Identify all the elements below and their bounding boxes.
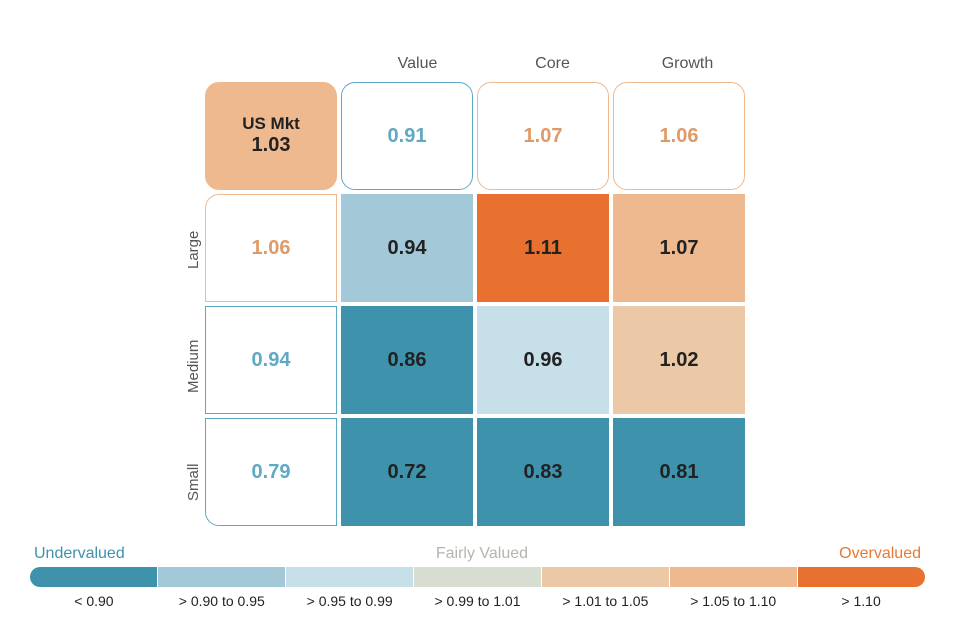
legend-label-4: > 0.99 to 1.01: [414, 593, 542, 609]
legend-seg-1: [30, 567, 158, 587]
cell-small-core: 0.83: [477, 418, 609, 526]
us-mkt-cell: US Mkt 1.03: [205, 82, 337, 190]
heatmap-grid: Value Core Growth US Mkt 1.03 0.91 1.07 …: [205, 50, 760, 530]
legend-label-1: < 0.90: [30, 593, 158, 609]
legend-labels: < 0.90 > 0.90 to 0.95 > 0.95 to 0.99 > 0…: [30, 593, 925, 609]
legend-title-undervalued: Undervalued: [34, 545, 125, 563]
row-label-small: Small: [185, 426, 202, 538]
legend-label-2: > 0.90 to 0.95: [158, 593, 286, 609]
header-cell-core: 1.07: [477, 82, 609, 190]
cell-small-value: 0.72: [341, 418, 473, 526]
col-header-growth: Growth: [620, 55, 755, 73]
us-mkt-value: 1.03: [252, 134, 291, 157]
cell-large-core: 1.11: [477, 194, 609, 302]
column-headers: Value Core Growth: [205, 50, 760, 78]
legend-title-overvalued: Overvalued: [839, 545, 921, 563]
legend-bar: [30, 567, 925, 587]
legend-seg-5: [542, 567, 670, 587]
stylebox-heatmap: Large Medium Small Value Core Growth US …: [0, 0, 955, 628]
matrix-row-small: 0.79 0.72 0.83 0.81: [205, 418, 760, 526]
lead-cell-medium: 0.94: [205, 306, 337, 414]
legend-label-3: > 0.95 to 0.99: [286, 593, 414, 609]
cell-medium-growth: 1.02: [613, 306, 745, 414]
header-cell-growth: 1.06: [613, 82, 745, 190]
legend: Undervalued Fairly Valued Overvalued < 0…: [30, 545, 925, 609]
legend-seg-3: [286, 567, 414, 587]
legend-seg-7: [798, 567, 925, 587]
matrix: US Mkt 1.03 0.91 1.07 1.06 1.06 0.94 1.1…: [205, 82, 760, 526]
legend-seg-2: [158, 567, 286, 587]
legend-label-7: > 1.10: [797, 593, 925, 609]
cell-medium-core: 0.96: [477, 306, 609, 414]
legend-seg-4: [414, 567, 542, 587]
legend-label-6: > 1.05 to 1.10: [669, 593, 797, 609]
matrix-row-large: 1.06 0.94 1.11 1.07: [205, 194, 760, 302]
col-header-value: Value: [350, 55, 485, 73]
col-header-core: Core: [485, 55, 620, 73]
row-label-large: Large: [185, 194, 202, 306]
legend-label-5: > 1.01 to 1.05: [541, 593, 669, 609]
legend-seg-6: [670, 567, 798, 587]
legend-title-fairly-valued: Fairly Valued: [436, 545, 528, 563]
matrix-row-medium: 0.94 0.86 0.96 1.02: [205, 306, 760, 414]
cell-large-value: 0.94: [341, 194, 473, 302]
row-label-medium: Medium: [185, 310, 202, 422]
us-mkt-label: US Mkt: [242, 115, 300, 134]
lead-cell-small: 0.79: [205, 418, 337, 526]
cell-medium-value: 0.86: [341, 306, 473, 414]
legend-titles: Undervalued Fairly Valued Overvalued: [30, 545, 925, 563]
lead-cell-large: 1.06: [205, 194, 337, 302]
matrix-row-header: US Mkt 1.03 0.91 1.07 1.06: [205, 82, 760, 190]
cell-large-growth: 1.07: [613, 194, 745, 302]
row-labels: Large Medium Small: [185, 82, 205, 538]
cell-small-growth: 0.81: [613, 418, 745, 526]
header-cell-value: 0.91: [341, 82, 473, 190]
